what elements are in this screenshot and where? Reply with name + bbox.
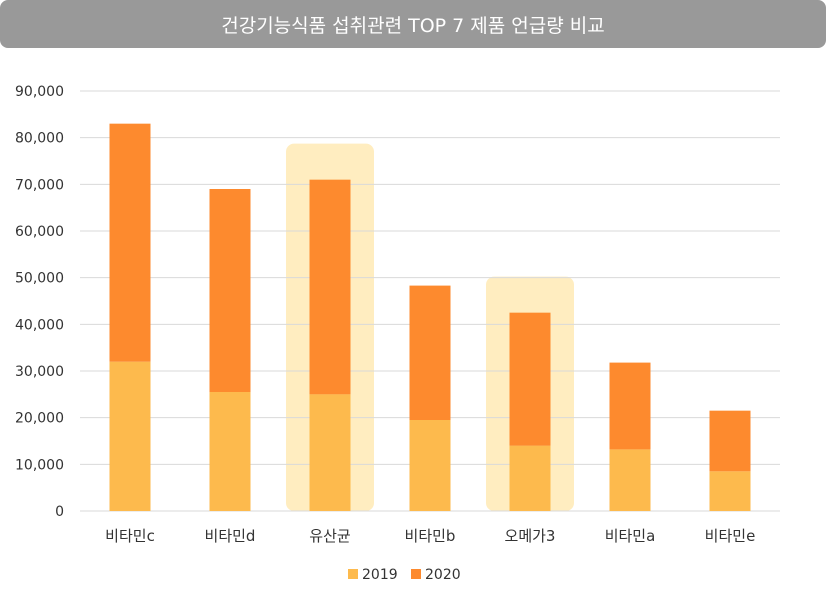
bar-2020: [509, 312, 551, 446]
bar-2020: [709, 410, 751, 472]
bar-2020: [109, 123, 151, 362]
y-tick-label: 50,000: [15, 271, 64, 287]
y-tick-label: 20,000: [15, 411, 64, 427]
y-tick-label: 90,000: [15, 84, 64, 100]
y-tick-label: 80,000: [15, 131, 64, 147]
bar-2019: [109, 361, 151, 511]
y-tick-label: 40,000: [15, 317, 64, 333]
y-tick-label: 30,000: [15, 364, 64, 380]
chart-title: 건강기능식품 섭취관련 TOP 7 제품 언급량 비교: [221, 14, 605, 37]
y-tick-label: 10,000: [15, 457, 64, 473]
x-category-label: 비타민b: [405, 527, 456, 545]
legend-swatch-2020: [411, 569, 421, 579]
x-category-label: 비타민e: [705, 527, 756, 545]
y-tick-label: 0: [55, 504, 64, 520]
legend-label: 2020: [425, 567, 461, 583]
bar-2019: [609, 449, 651, 511]
x-category-label: 비타민a: [605, 527, 656, 545]
bar-2020: [209, 189, 251, 392]
x-category-label: 비타민c: [105, 527, 155, 545]
y-tick-label: 70,000: [15, 177, 64, 193]
x-category-label: 오메가3: [505, 527, 556, 545]
legend-label: 2019: [362, 567, 398, 583]
bar-2019: [209, 392, 251, 511]
bar-2019: [709, 471, 751, 511]
bar-2019: [509, 445, 551, 511]
y-tick-label: 60,000: [15, 224, 64, 240]
legend-swatch-2019: [348, 569, 358, 579]
bar-2020: [409, 285, 451, 420]
bar-2020: [309, 179, 351, 395]
x-category-label: 유산균: [309, 527, 351, 545]
bar-2019: [309, 394, 351, 511]
chart-title-bar: 건강기능식품 섭취관련 TOP 7 제품 언급량 비교: [0, 0, 826, 48]
bar-2019: [409, 420, 451, 511]
x-category-label: 비타민d: [205, 527, 256, 545]
bar-2020: [609, 362, 651, 450]
